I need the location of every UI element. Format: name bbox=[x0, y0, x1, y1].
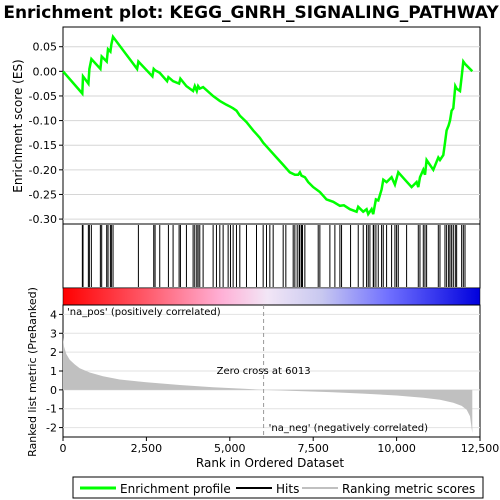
gene-hits bbox=[81, 225, 466, 287]
metric-y-tick-label: 2 bbox=[50, 346, 57, 359]
metric-gridlines bbox=[63, 313, 480, 429]
rank-color-bar bbox=[62, 287, 481, 306]
enrichment-y-tick-label: -0.30 bbox=[29, 213, 57, 226]
x-tick-label: 7,500 bbox=[297, 442, 329, 455]
enrichment-y-tick-label: -0.10 bbox=[29, 115, 57, 128]
negative-correlation-label: 'na_neg' (negatively correlated) bbox=[269, 423, 428, 434]
x-axis-label: Rank in Ordered Dataset bbox=[196, 456, 344, 470]
metric-y-tick-label: 4 bbox=[50, 308, 57, 321]
metric-y-tick-label: -1 bbox=[46, 403, 57, 416]
metric-y-tick-label: 0 bbox=[50, 384, 57, 397]
x-tick-label: 2,500 bbox=[131, 442, 163, 455]
legend-box bbox=[72, 476, 484, 499]
enrichment-y-tick-label: -0.05 bbox=[29, 90, 57, 103]
x-tick-label: 0 bbox=[60, 442, 67, 455]
metric-x-axis: 0 2,500 5,000 7,500 10,000 12,500 bbox=[60, 437, 500, 455]
metric-y-axis-label: Ranked list metric (PreRanked) bbox=[26, 287, 39, 457]
enrichment-y-axis: 0.05 0.00 -0.05 -0.10 -0.15 -0.20 -0.25 -0.30 bbox=[29, 41, 63, 226]
legend-hits-label: Hits bbox=[276, 482, 299, 496]
positive-correlation-label: 'na_pos' (positively correlated) bbox=[67, 307, 221, 318]
metric-y-tick-label: -2 bbox=[46, 422, 57, 435]
chart-title: Enrichment plot: KEGG_GNRH_SIGNALING_PAT… bbox=[3, 3, 499, 23]
x-tick-label: 5,000 bbox=[214, 442, 246, 455]
enrichment-y-tick-label: -0.15 bbox=[29, 139, 57, 152]
hits-panel-frame bbox=[62, 223, 481, 289]
ranking-metric-area bbox=[63, 337, 473, 434]
legend-enrichment-label: Enrichment profile bbox=[120, 482, 231, 496]
enrichment-y-tick-label: -0.25 bbox=[29, 188, 57, 201]
x-tick-label: 12,500 bbox=[461, 442, 500, 455]
enrichment-y-tick-label: -0.20 bbox=[29, 164, 57, 177]
legend: Enrichment profile Hits Ranking metric s… bbox=[72, 476, 484, 499]
enrichment-y-axis-label: Enrichment score (ES) bbox=[11, 59, 25, 192]
legend-metric-label: Ranking metric scores bbox=[342, 482, 475, 496]
enrichment-gridlines bbox=[63, 46, 480, 220]
metric-y-axis: 4 3 2 1 0 -1 -2 bbox=[46, 308, 63, 435]
enrichment-panel-frame bbox=[62, 26, 481, 225]
enrichment-y-tick-label: 0.05 bbox=[33, 41, 58, 54]
metric-y-tick-label: 3 bbox=[50, 327, 57, 340]
zero-cross-label: Zero cross at 6013 bbox=[217, 366, 311, 377]
enrichment-profile-line bbox=[62, 33, 474, 217]
enrichment-y-tick-label: 0.00 bbox=[33, 65, 58, 78]
metric-y-tick-label: 1 bbox=[50, 365, 57, 378]
x-tick-label: 10,000 bbox=[377, 442, 416, 455]
